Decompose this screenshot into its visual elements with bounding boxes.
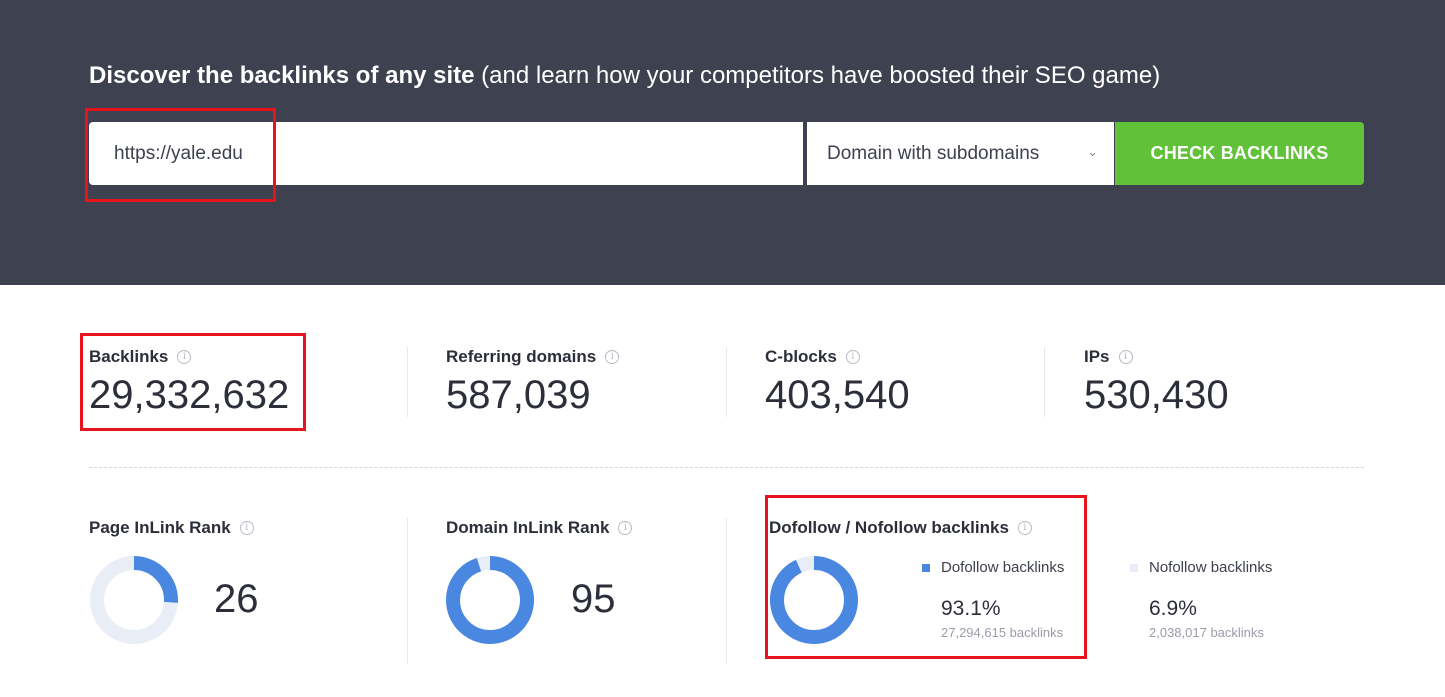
page-inlink-rank-value: 26 <box>214 577 259 621</box>
info-icon[interactable]: i <box>177 350 192 364</box>
referring-domains-label: Referring domains <box>446 347 597 366</box>
hero-title: Discover the backlinks of any site (and … <box>89 62 1161 89</box>
referring-domains-stat: Referring domains i 587,039 <box>446 347 620 418</box>
backlinks-label: Backlinks <box>89 347 169 366</box>
mode-select-value: Domain with subdomains <box>827 142 1040 164</box>
info-icon[interactable]: i <box>845 350 860 364</box>
donut-fill <box>446 556 534 644</box>
check-backlinks-button[interactable]: CHECK BACKLINKS <box>1115 122 1364 185</box>
ips-stat: IPs i 530,430 <box>1084 347 1229 418</box>
backlinks-stat: Backlinks i 29,332,632 <box>89 347 289 418</box>
domain-inlink-rank-label: Domain InLink Rank <box>446 518 610 537</box>
dofollow-swatch <box>922 563 930 572</box>
stat-divider <box>407 347 408 417</box>
ips-label: IPs <box>1084 347 1110 366</box>
stat-divider <box>726 347 727 417</box>
info-icon[interactable]: i <box>239 521 254 535</box>
dofollow-count: 27,294,615 backlinks <box>941 625 1064 640</box>
nofollow-legend: Nofollow backlinks <box>1130 559 1272 576</box>
chevron-down-icon: ⌄ <box>1087 144 1098 159</box>
dofollow-percent: 93.1% <box>941 597 1001 620</box>
page-inlink-rank-donut <box>90 556 178 644</box>
donut-fill <box>770 556 858 644</box>
domain-inlink-rank-stat: Domain InLink Rank i <box>446 518 633 538</box>
rank-divider <box>726 518 727 664</box>
info-icon[interactable]: i <box>1017 521 1032 535</box>
nofollow-swatch <box>1130 563 1138 572</box>
info-icon[interactable]: i <box>618 521 633 535</box>
nofollow-count: 2,038,017 backlinks <box>1149 625 1264 640</box>
info-icon[interactable]: i <box>605 350 620 364</box>
rank-divider <box>407 518 408 664</box>
page-inlink-rank-label: Page InLink Rank <box>89 518 231 537</box>
backlinks-value: 29,332,632 <box>89 373 290 417</box>
nofollow-percent: 6.9% <box>1149 597 1197 620</box>
mode-select[interactable]: Domain with subdomains ⌄ <box>807 122 1114 185</box>
domain-inlink-rank-value: 95 <box>571 577 616 621</box>
dofollow-legend: Dofollow backlinks <box>922 559 1064 576</box>
page-inlink-rank-stat: Page InLink Rank i <box>89 518 254 538</box>
follow-stat: Dofollow / Nofollow backlinks i <box>769 518 1032 538</box>
search-hero: Discover the backlinks of any site (and … <box>0 0 1445 285</box>
stat-divider <box>1044 347 1045 417</box>
follow-label: Dofollow / Nofollow backlinks <box>769 518 1009 537</box>
section-divider <box>89 467 1364 468</box>
referring-domains-value: 587,039 <box>446 373 591 417</box>
ips-value: 530,430 <box>1084 373 1229 417</box>
c-blocks-label: C-blocks <box>765 347 837 366</box>
follow-donut <box>770 556 858 644</box>
dofollow-label: Dofollow backlinks <box>941 559 1065 576</box>
domain-inlink-rank-donut <box>446 556 534 644</box>
c-blocks-value: 403,540 <box>765 373 910 417</box>
donut-fill <box>90 556 178 644</box>
info-icon[interactable]: i <box>1118 350 1133 364</box>
c-blocks-stat: C-blocks i 403,540 <box>765 347 910 418</box>
nofollow-label: Nofollow backlinks <box>1149 559 1273 576</box>
url-input[interactable] <box>89 122 803 185</box>
